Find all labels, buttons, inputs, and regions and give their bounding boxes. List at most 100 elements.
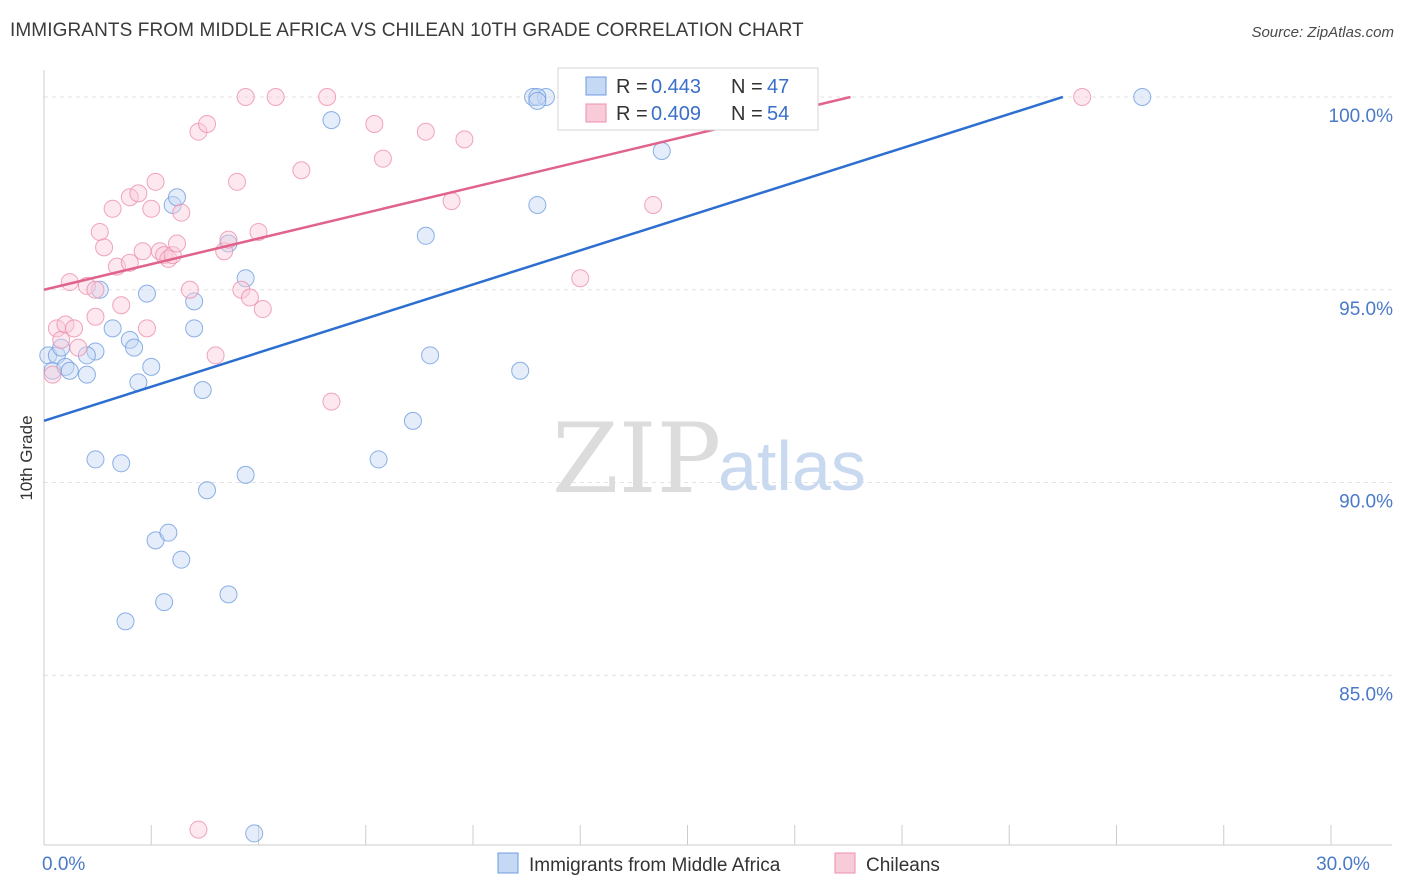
point-middle-africa[interactable] <box>236 269 255 288</box>
source-credit: Source: ZipAtlas.com <box>1251 24 1394 41</box>
point-chileans[interactable] <box>95 238 114 257</box>
point-chileans[interactable] <box>129 184 148 203</box>
legend-swatch-pink <box>834 852 856 874</box>
point-middle-africa[interactable] <box>193 381 212 400</box>
x-axis <box>43 825 1392 846</box>
point-chileans[interactable] <box>189 820 208 839</box>
point-chileans[interactable] <box>133 242 152 261</box>
point-middle-africa[interactable] <box>236 465 255 484</box>
point-chileans[interactable] <box>365 114 384 133</box>
point-middle-africa[interactable] <box>185 292 204 311</box>
chart-title: IMMIGRANTS FROM MIDDLE AFRICA VS CHILEAN… <box>10 20 804 41</box>
point-middle-africa[interactable] <box>125 338 144 357</box>
point-chileans[interactable] <box>571 269 590 288</box>
point-chileans[interactable] <box>253 300 272 319</box>
y-tick-label: 100.0% <box>1329 106 1394 127</box>
point-chileans[interactable] <box>56 315 75 334</box>
point-chileans[interactable] <box>236 87 255 106</box>
point-middle-africa[interactable] <box>112 454 131 473</box>
point-middle-africa[interactable] <box>159 523 178 542</box>
point-chileans[interactable] <box>206 346 225 365</box>
point-middle-africa[interactable] <box>245 824 264 843</box>
stats-r-label-1: R = <box>616 76 653 98</box>
watermark-atlas: atlas <box>718 427 866 505</box>
point-chileans[interactable] <box>146 172 165 191</box>
point-chileans[interactable] <box>1073 87 1092 106</box>
point-middle-africa[interactable] <box>142 357 161 376</box>
point-middle-africa[interactable] <box>60 361 79 380</box>
point-middle-africa[interactable] <box>116 612 135 631</box>
point-chileans[interactable] <box>142 199 161 218</box>
point-middle-africa[interactable] <box>528 195 547 214</box>
stats-r-value-2: 0.409 <box>651 103 701 125</box>
trend-lines <box>43 95 1064 423</box>
point-middle-africa[interactable] <box>369 450 388 469</box>
point-chileans[interactable] <box>442 192 461 211</box>
point-chileans[interactable] <box>228 172 247 191</box>
stats-swatch-blue <box>585 76 607 96</box>
point-middle-africa[interactable] <box>77 365 96 384</box>
point-chileans[interactable] <box>455 130 474 149</box>
y-axis-label: 10th Grade <box>17 415 36 500</box>
x-tick-labels: 0.0% 30.0% <box>42 854 1370 875</box>
point-chileans[interactable] <box>249 222 268 241</box>
point-chileans[interactable] <box>266 87 285 106</box>
point-middle-africa[interactable] <box>528 87 547 106</box>
x-tick-label: 30.0% <box>1316 854 1370 875</box>
point-middle-africa[interactable] <box>198 481 217 500</box>
point-middle-africa[interactable] <box>103 319 122 338</box>
point-chileans[interactable] <box>112 296 131 315</box>
point-middle-africa[interactable] <box>528 91 547 110</box>
point-chileans[interactable] <box>416 122 435 141</box>
point-middle-africa[interactable] <box>421 346 440 365</box>
point-middle-africa[interactable] <box>1133 87 1152 106</box>
point-middle-africa[interactable] <box>219 585 238 604</box>
point-middle-africa[interactable] <box>322 111 341 130</box>
point-chileans[interactable] <box>137 319 156 338</box>
legend-item-chileans[interactable]: Chileans <box>834 852 940 876</box>
stats-r-label-2: R = <box>616 103 653 125</box>
legend-item-middle-africa[interactable]: Immigrants from Middle Africa <box>497 852 781 876</box>
point-chileans[interactable] <box>318 87 337 106</box>
y-tick-label: 95.0% <box>1339 299 1393 320</box>
stats-r-value-1: 0.443 <box>651 76 701 98</box>
legend: Immigrants from Middle Africa Chileans <box>497 852 940 876</box>
point-chileans[interactable] <box>65 319 84 338</box>
stats-swatch-pink <box>585 103 607 123</box>
point-middle-africa[interactable] <box>416 226 435 245</box>
y-tick-label: 90.0% <box>1339 492 1393 513</box>
point-chileans[interactable] <box>198 114 217 133</box>
point-middle-africa[interactable] <box>652 141 671 160</box>
point-chileans[interactable] <box>103 199 122 218</box>
y-tick-label: 85.0% <box>1339 684 1393 705</box>
point-chileans[interactable] <box>86 307 105 326</box>
point-chileans[interactable] <box>373 149 392 168</box>
point-middle-africa[interactable] <box>167 188 186 207</box>
point-chileans[interactable] <box>180 280 199 299</box>
point-middle-africa[interactable] <box>86 450 105 469</box>
point-middle-africa[interactable] <box>511 361 530 380</box>
stats-n-label-2: N = <box>731 103 768 125</box>
point-chileans[interactable] <box>120 188 139 207</box>
point-chileans[interactable] <box>43 365 62 384</box>
point-chileans[interactable] <box>69 338 88 357</box>
stats-n-value-1: 47 <box>767 76 789 98</box>
point-chileans[interactable] <box>167 234 186 253</box>
point-middle-africa[interactable] <box>86 342 105 361</box>
point-middle-africa[interactable] <box>137 284 156 303</box>
legend-label-middle-africa: Immigrants from Middle Africa <box>529 855 781 876</box>
point-middle-africa[interactable] <box>155 593 174 612</box>
legend-swatch-blue <box>497 852 519 874</box>
point-middle-africa[interactable] <box>172 550 191 569</box>
point-chileans[interactable] <box>240 288 259 307</box>
point-chileans[interactable] <box>172 203 191 222</box>
point-chileans[interactable] <box>90 222 109 241</box>
point-chileans[interactable] <box>292 161 311 180</box>
point-chileans[interactable] <box>86 280 105 299</box>
point-chileans[interactable] <box>322 392 341 411</box>
point-middle-africa[interactable] <box>403 411 422 430</box>
stats-n-label-1: N = <box>731 76 768 98</box>
point-chileans[interactable] <box>644 195 663 214</box>
gridlines <box>44 96 1392 676</box>
point-middle-africa[interactable] <box>185 319 204 338</box>
